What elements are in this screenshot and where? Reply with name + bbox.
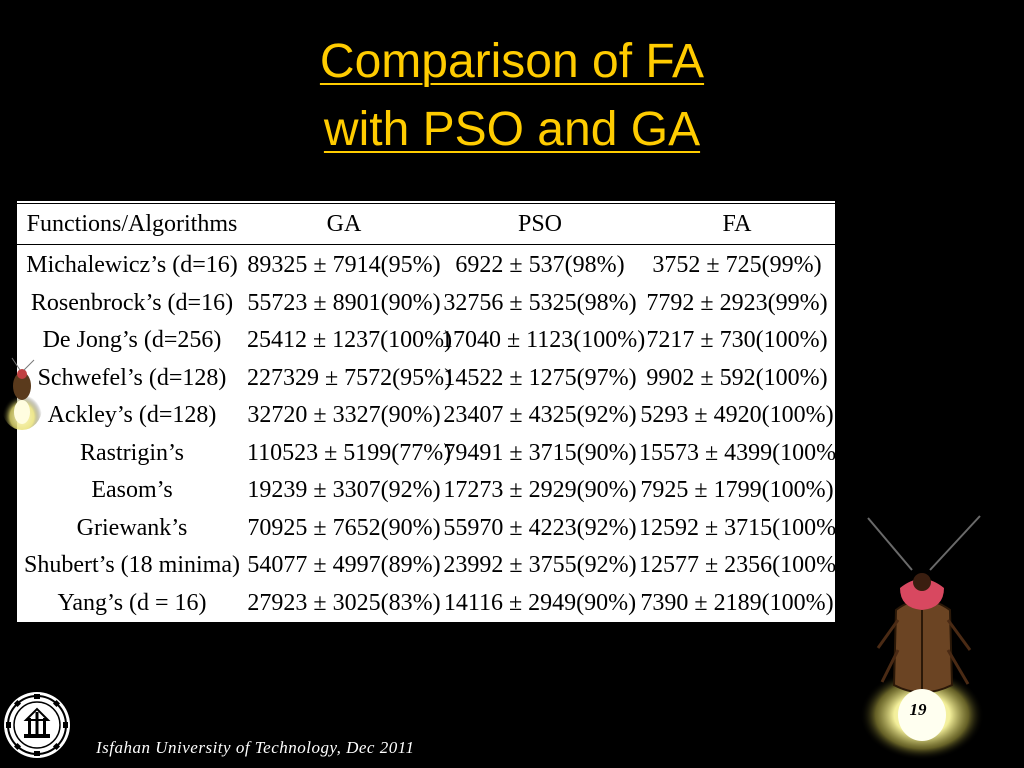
result-cell: 6922 ± 537(98%) xyxy=(455,252,625,279)
result-cell: 227329 ± 7572(95%) xyxy=(247,364,453,391)
slide-title-line1: Comparison of FA xyxy=(319,35,705,88)
result-cell: 19239 ± 3307(92%) xyxy=(247,477,441,504)
function-name-cell: Rosenbrock’s (d=16) xyxy=(30,289,234,316)
result-cell: 25412 ± 1237(100%) xyxy=(247,327,453,354)
result-cell: 14522 ± 1275(97%) xyxy=(443,364,637,391)
result-cell: 7390 ± 2189(100%) xyxy=(640,589,834,616)
result-cell: 23992 ± 3755(92%) xyxy=(443,552,637,579)
page-number: 19 xyxy=(909,700,927,719)
firefly-icon xyxy=(860,515,984,760)
result-cell: 5293 ± 4920(100%) xyxy=(640,402,834,429)
function-name-cell: Michalewicz’s (d=16) xyxy=(26,252,238,279)
table-row: Easom’s 19239 ± 3307(92%) 17273 ± 2929(90%… xyxy=(17,472,835,510)
table-row: Rosenbrock’s (d=16) 55723 ± 8901(90%) 3275… xyxy=(17,285,835,323)
function-name-cell: Rastrigin’s xyxy=(79,439,184,466)
table-row: Michalewicz’s (d=16) 89325 ± 7914(95%) 692… xyxy=(17,245,835,285)
function-name-cell: Shubert’s (18 minima) xyxy=(24,552,240,579)
university-logo-icon xyxy=(4,692,70,758)
function-name-cell: De Jong’s (d=256) xyxy=(42,327,222,354)
result-cell: 32720 ± 3327(90%) xyxy=(247,402,441,429)
result-cell: 7217 ± 730(100%) xyxy=(646,327,828,354)
result-cell: 23407 ± 4325(92%) xyxy=(443,402,637,429)
table-row: Rastrigin’s 110523 ± 5199(77%) 79491 ± 371… xyxy=(17,435,845,473)
table-row: Ackley’s (d=128) 32720 ± 3327(90%) 23407 ±… xyxy=(17,397,835,435)
comparison-table: Functions/Algorithms GA PSO FA Michalewi… xyxy=(17,200,845,623)
result-cell: 55970 ± 4223(92%) xyxy=(443,514,637,541)
table-header-row: Functions/Algorithms GA PSO FA xyxy=(17,202,835,245)
result-cell: 15573 ± 4399(100%) xyxy=(639,439,845,466)
table-row: Schwefel’s (d=128) 227329 ± 7572(95%) 1452… xyxy=(17,360,835,398)
result-cell: 89325 ± 7914(95%) xyxy=(247,252,441,279)
function-name-cell: Griewank’s xyxy=(76,514,188,541)
result-cell: 55723 ± 8901(90%) xyxy=(247,289,441,316)
result-cell: 12577 ± 2356(100%) xyxy=(639,552,845,579)
result-cell: 17273 ± 2929(90%) xyxy=(443,477,637,504)
function-name-cell: Yang’s (d = 16) xyxy=(57,589,207,616)
result-cell: 32756 ± 5325(98%) xyxy=(443,289,637,316)
result-cell: 79491 ± 3715(90%) xyxy=(443,439,637,466)
header-pso: PSO xyxy=(517,210,563,237)
result-cell: 27923 ± 3025(83%) xyxy=(247,589,441,616)
table-row: Griewank’s 70925 ± 7652(90%) 55970 ± 4223(… xyxy=(17,510,845,548)
result-cell: 110523 ± 5199(77%) xyxy=(247,439,452,466)
result-cell: 3752 ± 725(99%) xyxy=(652,252,822,279)
header-functions: Functions/Algorithms xyxy=(26,210,238,237)
table-row: Shubert’s (18 minima) 54077 ± 4997(89%) 23… xyxy=(17,547,845,585)
result-cell: 7792 ± 2923(99%) xyxy=(646,289,828,316)
firefly-icon xyxy=(2,357,42,430)
function-name-cell: Easom’s xyxy=(91,477,173,504)
result-cell: 12592 ± 3715(100%) xyxy=(639,514,845,541)
result-cell: 17040 ± 1123(100%) xyxy=(441,327,646,354)
table-row: Yang’s (d = 16) 27923 ± 3025(83%) 14116 ± … xyxy=(17,585,835,623)
result-cell: 7925 ± 1799(100%) xyxy=(640,477,834,504)
result-cell: 70925 ± 7652(90%) xyxy=(247,514,441,541)
table-row: De Jong’s (d=256) 25412 ± 1237(100%) 17040… xyxy=(17,322,835,360)
header-ga: GA xyxy=(326,210,362,237)
header-fa: FA xyxy=(722,210,752,237)
result-cell: 9902 ± 592(100%) xyxy=(646,364,828,391)
slide-title-line2: with PSO and GA xyxy=(323,103,701,156)
footer-text: Isfahan University of Technology, Dec 20… xyxy=(96,738,415,757)
result-cell: 14116 ± 2949(90%) xyxy=(443,589,637,616)
result-cell: 54077 ± 4997(89%) xyxy=(247,552,441,579)
function-name-cell: Ackley’s (d=128) xyxy=(47,402,217,429)
function-name-cell: Schwefel’s (d=128) xyxy=(37,364,227,391)
